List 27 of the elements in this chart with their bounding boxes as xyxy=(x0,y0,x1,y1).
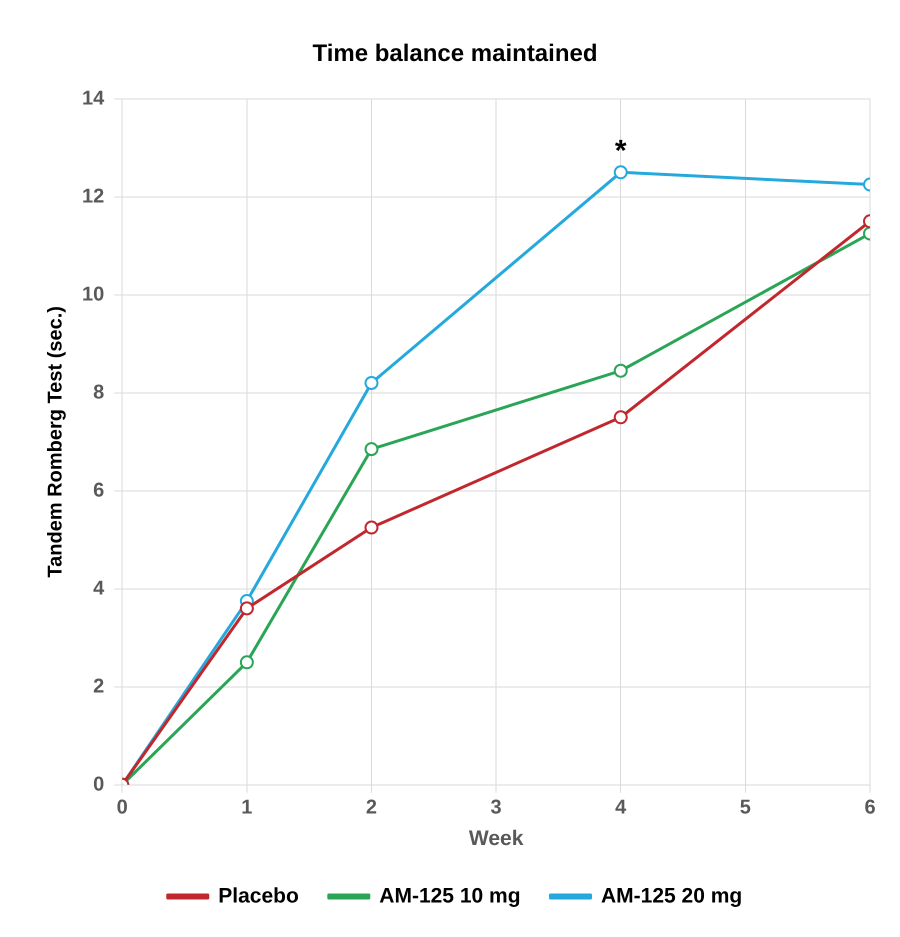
y-tick-label: 0 xyxy=(93,773,104,796)
annotation: * xyxy=(614,134,627,168)
y-tick-label: 14 xyxy=(82,87,106,110)
y-tick-label: 4 xyxy=(93,577,106,600)
legend-label: Placebo xyxy=(218,884,299,908)
point xyxy=(364,442,378,456)
point xyxy=(364,520,378,535)
y-tick-label: 12 xyxy=(82,185,104,208)
x-tick-label: 0 xyxy=(116,796,128,818)
point xyxy=(364,376,378,390)
y-tick-label: 10 xyxy=(82,283,104,306)
point xyxy=(240,655,254,670)
x-tick-label: 5 xyxy=(740,796,751,818)
x-tick-label: 3 xyxy=(490,796,502,818)
y-axis-title: Tandem Romberg Test (sec.) xyxy=(44,306,67,578)
x-tick-label: 6 xyxy=(864,796,876,818)
x-axis-title: Week xyxy=(468,827,524,850)
point xyxy=(240,601,254,616)
x-tick-label: 4 xyxy=(615,796,628,818)
chart-title: Time balance maintained xyxy=(312,40,598,68)
y-tick-label: 8 xyxy=(93,381,104,404)
legend-label: AM-125 20 mg xyxy=(601,884,742,908)
legend-label: AM-125 10 mg xyxy=(379,884,521,908)
y-tick-label: 6 xyxy=(93,479,104,502)
x-tick-label: 1 xyxy=(241,796,252,818)
y-tick-label: 2 xyxy=(93,675,104,698)
x-tick-label: 2 xyxy=(366,796,378,818)
